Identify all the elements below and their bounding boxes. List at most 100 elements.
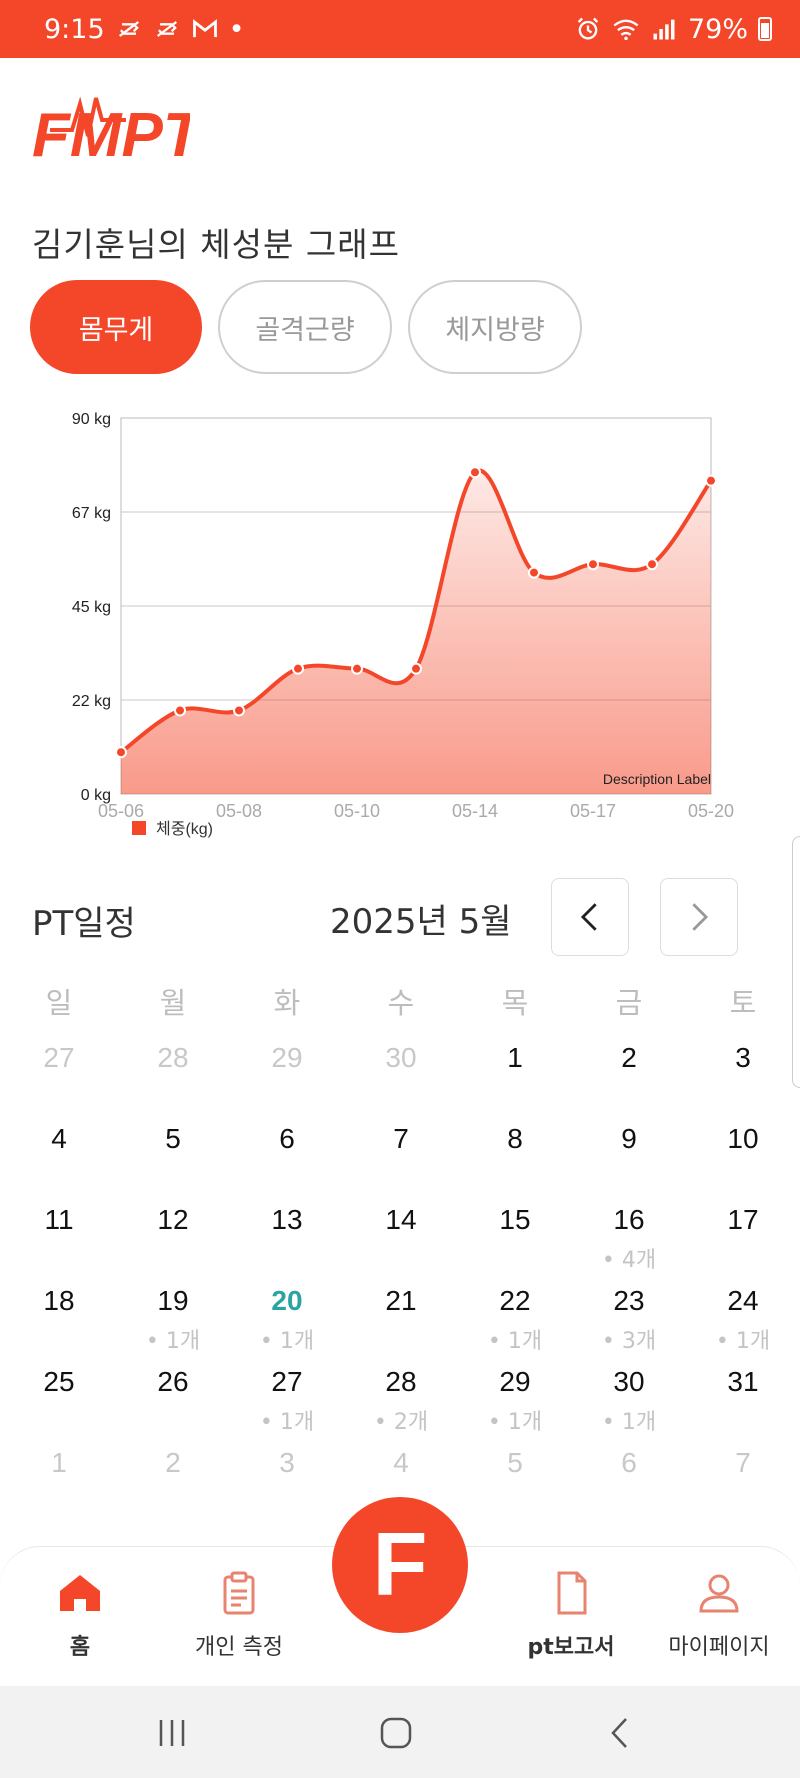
calendar-day[interactable]: 5 (116, 1111, 230, 1192)
day-number: 16 (613, 1204, 645, 1235)
calendar-day[interactable]: 9 (572, 1111, 686, 1192)
home-system-icon[interactable] (379, 1716, 413, 1750)
data-point[interactable] (233, 704, 245, 717)
calendar-day[interactable]: 1 (2, 1435, 116, 1516)
back-icon[interactable] (604, 1716, 638, 1750)
calendar-day[interactable]: 18 (2, 1273, 116, 1354)
day-number: 6 (279, 1123, 295, 1154)
calendar-day[interactable]: 29 (230, 1030, 344, 1111)
calendar-day[interactable]: 2 (116, 1435, 230, 1516)
calendar-day[interactable]: 28 • 2개 (344, 1354, 458, 1435)
data-point[interactable] (351, 662, 363, 675)
calendar-day[interactable]: 23 • 3개 (572, 1273, 686, 1354)
y-tick-label: 90 kg (72, 411, 111, 428)
calendar-day[interactable]: 26 (116, 1354, 230, 1435)
day-number: 8 (507, 1123, 523, 1154)
calendar-day[interactable]: 27 (2, 1030, 116, 1111)
calendar-day[interactable]: 8 (458, 1111, 572, 1192)
day-number: 18 (43, 1285, 75, 1316)
calendar-day[interactable]: 21 (344, 1273, 458, 1354)
day-number: 25 (43, 1366, 75, 1397)
session-count: • 4개 (601, 1248, 657, 1273)
nav-home[interactable]: 홈 (5, 1569, 155, 1661)
wifi-icon (612, 15, 640, 43)
calendar-day[interactable]: 28 (116, 1030, 230, 1111)
day-number: 7 (393, 1123, 409, 1154)
calendar-day[interactable]: 6 (572, 1435, 686, 1516)
calendar-day[interactable]: 6 (230, 1111, 344, 1192)
session-count: • 1개 (145, 1329, 201, 1354)
data-point[interactable] (174, 704, 186, 717)
session-count: • 1개 (259, 1410, 315, 1435)
legend-label: 체중(kg) (156, 820, 213, 838)
sync-off-icon-2 (153, 15, 181, 43)
session-count: • 1개 (487, 1329, 543, 1354)
calendar-day[interactable]: 14 (344, 1192, 458, 1273)
calendar-day[interactable]: 1 (458, 1030, 572, 1111)
day-number: 29 (271, 1042, 303, 1073)
day-number: 7 (735, 1447, 751, 1478)
calendar-day[interactable]: 4 (2, 1111, 116, 1192)
fab-main-button[interactable]: F (332, 1497, 468, 1633)
recent-apps-icon[interactable] (155, 1716, 189, 1750)
calendar-day[interactable]: 7 (686, 1435, 800, 1516)
calendar-day[interactable]: 10 (686, 1111, 800, 1192)
calendar-day[interactable]: 22 • 1개 (458, 1273, 572, 1354)
nav-measure[interactable]: 개인 측정 (164, 1569, 314, 1661)
session-count: • 1개 (601, 1410, 657, 1435)
calendar-day[interactable]: 7 (344, 1111, 458, 1192)
calendar-day[interactable]: 3 (686, 1030, 800, 1111)
calendar-day[interactable]: 15 (458, 1192, 572, 1273)
data-point[interactable] (705, 474, 717, 487)
tab-body-fat[interactable]: 체지방량 (408, 280, 582, 374)
calendar-day[interactable]: 30 • 1개 (572, 1354, 686, 1435)
weekday-label: 수 (387, 986, 415, 1020)
calendar-day[interactable]: 5 (458, 1435, 572, 1516)
data-point[interactable] (587, 558, 599, 571)
prev-month-button[interactable] (551, 878, 629, 956)
calendar-day[interactable]: 11 (2, 1192, 116, 1273)
data-point[interactable] (292, 662, 304, 675)
calendar-day[interactable]: 19 • 1개 (116, 1273, 230, 1354)
session-count: • 1개 (487, 1410, 543, 1435)
app-logo: FMPT (32, 96, 190, 170)
battery-icon (758, 17, 772, 41)
schedule-title: PT일정 (32, 904, 136, 944)
calendar-day-today[interactable]: 20 • 1개 (230, 1273, 344, 1354)
calendar-day[interactable]: 16 • 4개 (572, 1192, 686, 1273)
data-point[interactable] (410, 662, 422, 675)
metric-tabs: 몸무게 골격근량 체지방량 (30, 280, 582, 374)
gmail-icon (191, 15, 219, 43)
calendar-day[interactable]: 4 (344, 1435, 458, 1516)
tab-weight[interactable]: 몸무게 (30, 280, 202, 374)
day-number: 13 (271, 1204, 303, 1235)
calendar-day[interactable]: 13 (230, 1192, 344, 1273)
day-number: 28 (385, 1366, 417, 1397)
tab-muscle-mass[interactable]: 골격근량 (218, 280, 392, 374)
calendar-day[interactable]: 30 (344, 1030, 458, 1111)
session-count: • 1개 (715, 1329, 771, 1354)
day-number: 5 (507, 1447, 523, 1478)
calendar-day[interactable]: 31 (686, 1354, 800, 1435)
calendar-day[interactable]: 29 • 1개 (458, 1354, 572, 1435)
next-month-button[interactable] (660, 878, 738, 956)
data-point[interactable] (528, 566, 540, 579)
calendar-day[interactable]: 24 • 1개 (686, 1273, 800, 1354)
x-tick-label: 05-17 (570, 801, 616, 821)
data-point[interactable] (469, 466, 481, 479)
nav-mypage[interactable]: 마이페이지 (644, 1569, 794, 1661)
data-point[interactable] (115, 746, 127, 759)
nav-report[interactable]: pt보고서 (496, 1569, 646, 1661)
day-number: 29 (499, 1366, 531, 1397)
calendar-day[interactable]: 2 (572, 1030, 686, 1111)
calendar-day[interactable]: 17 (686, 1192, 800, 1273)
day-number: 6 (621, 1447, 637, 1478)
calendar-day[interactable]: 25 (2, 1354, 116, 1435)
calendar-day[interactable]: 27 • 1개 (230, 1354, 344, 1435)
day-number: 2 (165, 1447, 181, 1478)
y-tick-label: 0 kg (81, 787, 111, 804)
calendar-day[interactable]: 12 (116, 1192, 230, 1273)
calendar-day[interactable]: 3 (230, 1435, 344, 1516)
data-point[interactable] (646, 558, 658, 571)
